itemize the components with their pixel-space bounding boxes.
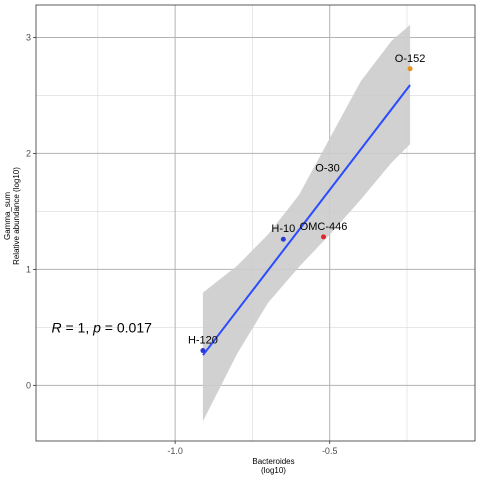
x-tick-label: -1.0: [167, 446, 183, 456]
data-point: [200, 348, 206, 354]
y-tick-label: 1: [26, 264, 31, 274]
point-label: O-152: [395, 53, 426, 65]
x-axis-subtitle: (log10): [261, 466, 286, 475]
stat-r-value: = 1,: [62, 319, 94, 335]
y-axis-title: Gamma_sum: [3, 192, 12, 240]
data-point: [321, 234, 327, 240]
y-tick-label: 0: [26, 380, 31, 390]
x-axis-title: Bacteroides: [252, 457, 294, 466]
data-points: [200, 66, 413, 354]
x-axis-ticks: -1.0 -0.5: [167, 441, 337, 456]
y-axis-ticks: 0 1 2 3: [26, 32, 36, 390]
point-label: H-10: [271, 223, 295, 235]
y-axis-subtitle: Relative abundance (log10): [12, 167, 21, 265]
x-tick-label: -0.5: [322, 446, 338, 456]
data-point: [280, 236, 286, 242]
point-label: O-30: [315, 162, 339, 174]
y-tick-label: 2: [26, 148, 31, 158]
stat-p-value: = 0.017: [101, 319, 152, 335]
point-labels: H-120 H-10 OMC-446 O-30 O-152: [188, 53, 425, 347]
y-tick-label: 3: [26, 32, 31, 42]
regression-line: [202, 84, 411, 356]
data-point: [407, 66, 413, 72]
stat-annotation: R = 1, p = 0.017: [51, 319, 152, 335]
regression-fit-line: [202, 84, 411, 356]
panel-border: [35, 4, 476, 442]
point-label: OMC-446: [300, 221, 348, 233]
confidence-band: [202, 24, 411, 422]
point-label: H-120: [188, 335, 218, 347]
stat-p: p: [92, 319, 101, 335]
panel-frame: [35, 4, 476, 442]
stat-r: R: [51, 319, 61, 335]
confidence-band-area: [202, 24, 411, 422]
